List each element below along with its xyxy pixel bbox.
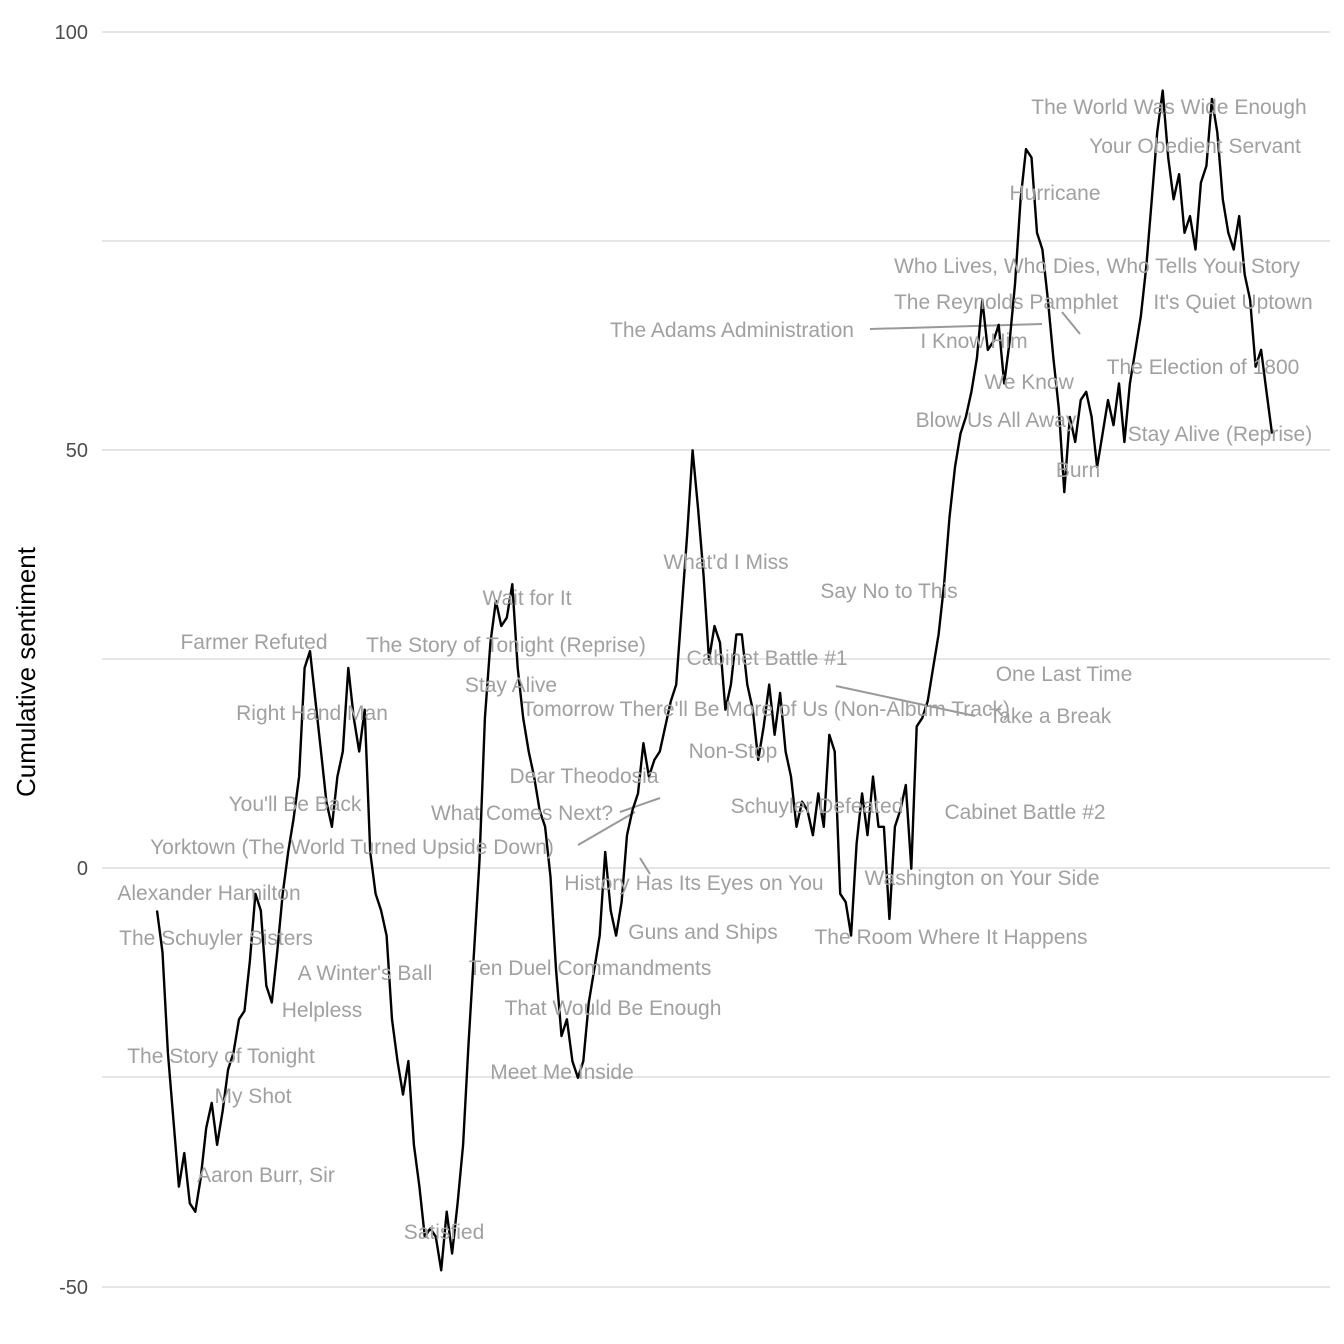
y-tick-label: 0 xyxy=(77,858,88,880)
annotation-label: Schuyler Defeated xyxy=(731,795,904,818)
annotation-label: Blow Us All Away xyxy=(916,409,1077,432)
leader-line-reynolds xyxy=(1061,311,1081,335)
annotation-label: Say No to This xyxy=(820,580,957,603)
annotation-label: Take a Break xyxy=(989,705,1112,728)
annotation-label: Yorktown (The World Turned Upside Down) xyxy=(150,836,554,859)
annotation-label: Satisfied xyxy=(404,1221,485,1244)
y-tick-label: 50 xyxy=(66,440,88,462)
annotation-label: Cabinet Battle #2 xyxy=(944,801,1105,824)
annotation-label: Hurricane xyxy=(1009,182,1100,205)
annotation-label: Dear Theodosia xyxy=(509,765,658,788)
annotation-label: The Room Where It Happens xyxy=(814,926,1087,949)
annotation-label: Farmer Refuted xyxy=(180,631,327,654)
leader-line-cabinet-battle-1 xyxy=(835,685,976,717)
leader-line-yorktown xyxy=(577,811,636,846)
leader-line-what-comes-next xyxy=(619,797,661,813)
annotation-label: What Comes Next? xyxy=(431,802,613,825)
annotation-label: Aaron Burr, Sir xyxy=(197,1164,335,1187)
annotation-label: Washington on Your Side xyxy=(864,867,1099,890)
annotation-label: Wait for It xyxy=(482,587,571,610)
annotation-label: Your Obedient Servant xyxy=(1089,135,1301,158)
annotation-label: The Schuyler Sisters xyxy=(119,927,313,950)
annotation-label: The Election of 1800 xyxy=(1107,356,1300,379)
annotation-label: Meet Me Inside xyxy=(490,1061,634,1084)
annotation-label: Guns and Ships xyxy=(628,921,777,944)
series-line xyxy=(155,89,1274,1272)
annotation-label: Burn xyxy=(1056,459,1100,482)
annotation-label: One Last Time xyxy=(996,663,1133,686)
annotation-label: It's Quiet Uptown xyxy=(1153,291,1312,314)
annotation-label: Right Hand Man xyxy=(236,702,388,725)
annotation-label: The Story of Tonight (Reprise) xyxy=(366,634,646,657)
annotation-label: I Know Him xyxy=(920,330,1027,353)
annotation-label: Alexander Hamilton xyxy=(117,882,300,905)
annotation-label: Cabinet Battle #1 xyxy=(686,647,847,670)
annotation-label: The World Was Wide Enough xyxy=(1031,96,1306,119)
annotation-label: Who Lives, Who Dies, Who Tells Your Stor… xyxy=(894,255,1300,278)
y-axis: 100 50 0 -50 Cumulative sentiment xyxy=(11,22,88,1299)
annotation-label: We Know xyxy=(984,371,1074,394)
leader-lines xyxy=(577,311,1081,875)
y-tick-label: -50 xyxy=(59,1277,88,1299)
annotation-label: The Reynolds Pamphlet xyxy=(894,291,1118,314)
leader-line-adams xyxy=(869,323,1043,330)
annotation-label: The Adams Administration xyxy=(610,319,854,342)
annotation-label: The Story of Tonight xyxy=(127,1045,315,1068)
annotation-label: You'll Be Back xyxy=(229,793,362,816)
annotation-label: Stay Alive (Reprise) xyxy=(1128,423,1312,446)
y-axis-title: Cumulative sentiment xyxy=(11,546,41,797)
song-labels: Alexander Hamilton The Schuyler Sisters … xyxy=(117,96,1312,1244)
annotation-label: Helpless xyxy=(282,999,363,1022)
annotation-label: Ten Duel Commandments xyxy=(469,957,712,980)
annotation-label: What'd I Miss xyxy=(663,551,788,574)
y-tick-label: 100 xyxy=(55,22,88,44)
annotation-label: Stay Alive xyxy=(465,674,557,697)
annotation-label: Tomorrow There'll Be More of Us (Non-Alb… xyxy=(522,698,1010,721)
annotation-label: Non-Stop xyxy=(689,740,778,763)
leader-line-history xyxy=(639,857,651,875)
annotation-label: A Winter's Ball xyxy=(298,962,433,985)
annotation-label: History Has Its Eyes on You xyxy=(564,872,823,895)
annotation-label: My Shot xyxy=(214,1085,291,1108)
annotation-label: That Would Be Enough xyxy=(505,997,722,1020)
